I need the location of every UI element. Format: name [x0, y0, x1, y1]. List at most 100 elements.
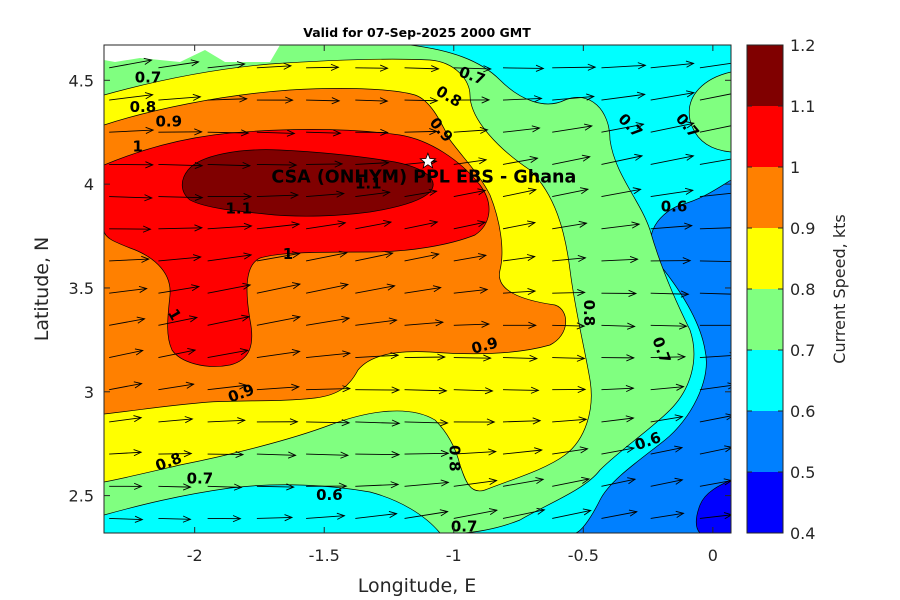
- vector-arrow-head: [391, 419, 401, 427]
- x-tick-label: -1.5: [309, 546, 340, 565]
- vector-arrow-head: [330, 63, 340, 71]
- vector-arrow: [453, 451, 496, 455]
- plot-frame: [103, 44, 732, 534]
- vector-arrow-head: [336, 190, 345, 198]
- vector-arrow-head: [187, 348, 197, 355]
- nodata-patch: [104, 45, 280, 62]
- vector-arrow-head: [725, 413, 731, 421]
- vector-arrow: [158, 453, 192, 455]
- vector-arrow: [404, 452, 449, 455]
- vector-arrow-head: [626, 322, 636, 330]
- colorbar-tick-label: 0.9: [790, 219, 815, 238]
- band-0.7-0.8-ne: [688, 71, 731, 153]
- vector-arrow: [256, 194, 298, 198]
- site-label: CSA (ONHYM) PPL EBS - Ghana: [271, 167, 576, 187]
- vector-arrow-head: [144, 194, 153, 202]
- vector-arrow: [502, 157, 538, 165]
- vector-arrow: [601, 64, 646, 69]
- vector-arrow-head: [286, 129, 296, 137]
- vector-arrow: [109, 59, 152, 69]
- vector-arrow-head: [478, 157, 488, 165]
- vector-arrow: [109, 417, 142, 423]
- vector-arrow-head: [587, 63, 597, 71]
- vector-arrow-head: [391, 451, 401, 459]
- vector-arrow-head: [243, 252, 253, 260]
- colorbar-tick-label: 0.6: [790, 402, 815, 421]
- vector-arrow: [404, 253, 439, 262]
- vector-arrow-head: [136, 316, 146, 324]
- vector-arrow: [502, 449, 542, 455]
- vector-arrow-head: [536, 507, 546, 515]
- vector-arrow: [699, 192, 731, 198]
- vector-arrow-head: [287, 451, 297, 459]
- vector-arrow: [207, 225, 252, 230]
- vector-arrow: [699, 227, 731, 230]
- vector-arrow: [502, 357, 537, 360]
- vector-arrow: [699, 93, 731, 101]
- colorbar-tick-label: 1: [790, 158, 800, 177]
- colorbar-segment: [747, 228, 783, 289]
- contour-label: 1.1: [355, 175, 382, 193]
- vector-arrow-head: [145, 126, 155, 134]
- vector-arrow-head: [625, 415, 635, 423]
- vector-arrow: [552, 95, 594, 101]
- vector-arrow-head: [636, 91, 646, 99]
- vector-arrow: [650, 416, 683, 423]
- vector-arrow-head: [390, 352, 400, 360]
- vector-arrow-head: [732, 60, 740, 66]
- vector-arrow: [699, 158, 731, 165]
- vector-arrow-head: [430, 65, 440, 73]
- vector-arrow: [404, 389, 447, 392]
- vector-arrow: [453, 289, 488, 294]
- vector-arrow: [699, 415, 731, 423]
- vector-arrow: [355, 191, 390, 198]
- vector-arrow-head: [291, 251, 301, 259]
- vector-arrow: [306, 515, 345, 519]
- vector-arrow: [355, 319, 397, 326]
- vector-arrow-head: [529, 156, 539, 163]
- vector-arrow: [404, 321, 443, 326]
- vector-arrow: [404, 481, 449, 487]
- vector-arrow: [355, 99, 388, 102]
- vector-arrow-head: [674, 477, 684, 485]
- vector-arrow-head: [338, 250, 348, 258]
- vector-arrow: [158, 227, 202, 230]
- vector-arrow: [256, 386, 299, 391]
- vector-arrow: [502, 67, 544, 69]
- vector-arrow: [355, 221, 392, 230]
- vector-arrow: [404, 99, 438, 102]
- vector-arrow: [404, 511, 448, 519]
- vector-arrow-head: [428, 188, 438, 196]
- y-tick-label: 4: [84, 175, 94, 194]
- vector-arrow: [355, 421, 400, 424]
- vector-arrow-head: [288, 161, 298, 169]
- vector-arrow-head: [379, 97, 389, 105]
- vector-arrow: [552, 156, 590, 165]
- vector-arrow: [256, 517, 292, 519]
- vector-arrow-head: [183, 450, 193, 458]
- vector-arrow-head: [481, 96, 491, 104]
- vector-arrow: [256, 453, 296, 456]
- vector-arrow: [306, 193, 344, 198]
- vector-arrow: [207, 163, 250, 167]
- vector-arrow: [453, 159, 487, 165]
- vector-arrow: [552, 291, 585, 294]
- vector-arrow: [109, 288, 147, 294]
- vector-arrow-head: [736, 190, 744, 196]
- vector-arrow-head: [628, 289, 638, 297]
- vector-arrow-head: [625, 384, 635, 393]
- vector-arrow-head: [530, 386, 540, 394]
- vector-arrow-head: [145, 161, 154, 169]
- vector-arrow: [256, 252, 300, 262]
- vector-arrow: [650, 386, 684, 391]
- vector-arrow-head: [237, 417, 246, 425]
- contour-label: 0.9: [155, 112, 182, 130]
- vector-arrow: [158, 163, 203, 167]
- vector-arrow: [207, 349, 248, 358]
- vector-arrow-head: [631, 221, 641, 229]
- vector-arrow-head: [685, 121, 695, 129]
- vector-arrow: [601, 188, 641, 198]
- vector-arrow: [404, 421, 448, 424]
- vector-arrow: [699, 447, 731, 455]
- vector-arrow-head: [184, 416, 194, 424]
